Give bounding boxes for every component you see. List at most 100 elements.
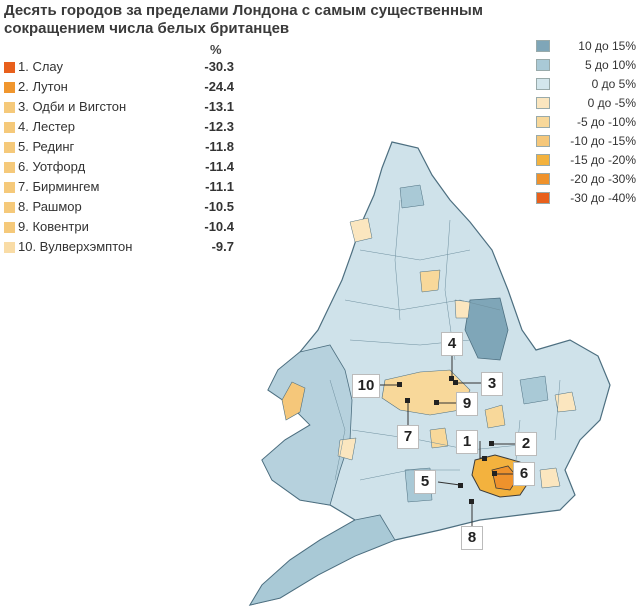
callout-label-9: 9 bbox=[456, 392, 478, 416]
rank-value: -12.3 bbox=[204, 119, 234, 134]
legend-item: -30 до -40% bbox=[536, 190, 640, 208]
point-7 bbox=[405, 398, 410, 403]
rank-row: 10. Вулверхэмптон -9.7 bbox=[4, 238, 234, 256]
point-10 bbox=[397, 382, 402, 387]
legend-swatch bbox=[536, 135, 550, 147]
chart-title: Десять городов за пределами Лондона с са… bbox=[4, 2, 483, 37]
region-beige-3 bbox=[454, 299, 471, 319]
legend-item: 0 до 5% bbox=[536, 76, 640, 94]
region-beige-7 bbox=[554, 391, 577, 413]
callout-label-2: 2 bbox=[515, 432, 537, 456]
rank-swatch bbox=[4, 62, 15, 73]
legend-swatch bbox=[536, 192, 550, 204]
callout-label-5: 5 bbox=[414, 470, 436, 494]
legend-swatch bbox=[536, 97, 550, 109]
rank-swatch bbox=[4, 182, 15, 193]
point-3 bbox=[453, 380, 458, 385]
rank-swatch bbox=[4, 202, 15, 213]
region-beige-8 bbox=[484, 404, 506, 429]
rank-row: 8. Рашмор -10.5 bbox=[4, 198, 234, 216]
rank-swatch bbox=[4, 222, 15, 233]
rank-row: 1. Слау -30.3 bbox=[4, 58, 234, 76]
percent-header: % bbox=[210, 42, 222, 57]
rank-value: -30.3 bbox=[204, 59, 234, 74]
rank-value: -11.8 bbox=[205, 139, 234, 154]
legend-label: 0 до 5% bbox=[591, 77, 636, 91]
legend-label: 5 до 10% bbox=[584, 58, 636, 72]
callout-label-1: 1 bbox=[456, 430, 478, 454]
region-yorkshire-dark bbox=[464, 297, 509, 361]
region-beige-6 bbox=[539, 467, 561, 489]
legend-item: 10 до 15% bbox=[536, 38, 640, 56]
legend-item: 5 до 10% bbox=[536, 57, 640, 75]
legend-item: -15 до -20% bbox=[536, 152, 640, 170]
callout-label-4: 4 bbox=[441, 332, 463, 356]
point-6 bbox=[492, 471, 497, 476]
region-dark-2 bbox=[399, 184, 425, 209]
legend-item: -20 до -30% bbox=[536, 171, 640, 189]
legend-swatch bbox=[536, 173, 550, 185]
legend-item: -10 до -15% bbox=[536, 133, 640, 151]
callout-label-7: 7 bbox=[397, 425, 419, 449]
rank-swatch bbox=[4, 242, 15, 253]
leader-5 bbox=[437, 481, 461, 486]
rank-label: 7. Бирмингем bbox=[18, 179, 100, 194]
callout-label-6: 6 bbox=[513, 462, 535, 486]
region-dark-3 bbox=[519, 375, 549, 405]
region-wales-coast bbox=[281, 381, 306, 421]
rank-label: 9. Ковентри bbox=[18, 219, 89, 234]
legend-label: -10 до -15% bbox=[570, 134, 636, 148]
rank-row: 7. Бирмингем -11.1 bbox=[4, 178, 234, 196]
rank-value: -10.5 bbox=[204, 199, 234, 214]
callout-label-8: 8 bbox=[461, 526, 483, 550]
legend-label: 10 до 15% bbox=[578, 39, 636, 53]
rank-value: -11.1 bbox=[205, 179, 234, 194]
legend-label: 0 до -5% bbox=[587, 96, 636, 110]
rank-label: 1. Слау bbox=[18, 59, 64, 74]
region-southwest bbox=[249, 514, 396, 606]
rank-row: 4. Лестер -12.3 bbox=[4, 118, 234, 136]
rank-value: -9.7 bbox=[211, 239, 234, 254]
rank-row: 3. Одби и Вигстон -13.1 bbox=[4, 98, 234, 116]
rank-label: 10. Вулверхэмптон bbox=[18, 239, 133, 254]
region-beige-2 bbox=[419, 269, 441, 293]
callout-label-3: 3 bbox=[481, 372, 503, 396]
legend-swatch bbox=[536, 116, 550, 128]
rank-value: -10.4 bbox=[204, 219, 234, 234]
legend-label: -30 до -40% bbox=[570, 191, 636, 205]
rank-swatch bbox=[4, 82, 15, 93]
callout-points bbox=[397, 376, 497, 504]
region-wales bbox=[261, 344, 353, 506]
rank-label: 5. Рединг bbox=[18, 139, 75, 154]
callout-label-10: 10 bbox=[352, 374, 380, 398]
legend-swatch bbox=[536, 78, 550, 90]
rank-label: 4. Лестер bbox=[18, 119, 75, 134]
rank-row: 9. Ковентри -10.4 bbox=[4, 218, 234, 236]
point-1 bbox=[482, 456, 487, 461]
rank-swatch bbox=[4, 102, 15, 113]
rank-swatch bbox=[4, 142, 15, 153]
rank-swatch bbox=[4, 122, 15, 133]
rank-label: 8. Рашмор bbox=[18, 199, 82, 214]
legend-swatch bbox=[536, 59, 550, 71]
legend-item: -5 до -10% bbox=[536, 114, 640, 132]
legend-label: -15 до -20% bbox=[570, 153, 636, 167]
legend-item: 0 до -5% bbox=[536, 95, 640, 113]
point-5 bbox=[458, 483, 463, 488]
rank-value: -13.1 bbox=[204, 99, 234, 114]
rank-row: 6. Уотфорд -11.4 bbox=[4, 158, 234, 176]
rank-value: -11.4 bbox=[205, 159, 234, 174]
point-4 bbox=[449, 376, 454, 381]
legend-label: -20 до -30% bbox=[570, 172, 636, 186]
rank-label: 3. Одби и Вигстон bbox=[18, 99, 127, 114]
rank-value: -24.4 bbox=[204, 79, 234, 94]
region-beige-1 bbox=[349, 217, 373, 243]
legend-swatch bbox=[536, 40, 550, 52]
legend-swatch bbox=[536, 154, 550, 166]
point-2 bbox=[489, 441, 494, 446]
rank-row: 5. Рединг -11.8 bbox=[4, 138, 234, 156]
legend-label: -5 до -10% bbox=[576, 115, 636, 129]
rank-row: 2. Лутон -24.4 bbox=[4, 78, 234, 96]
rank-swatch bbox=[4, 162, 15, 173]
